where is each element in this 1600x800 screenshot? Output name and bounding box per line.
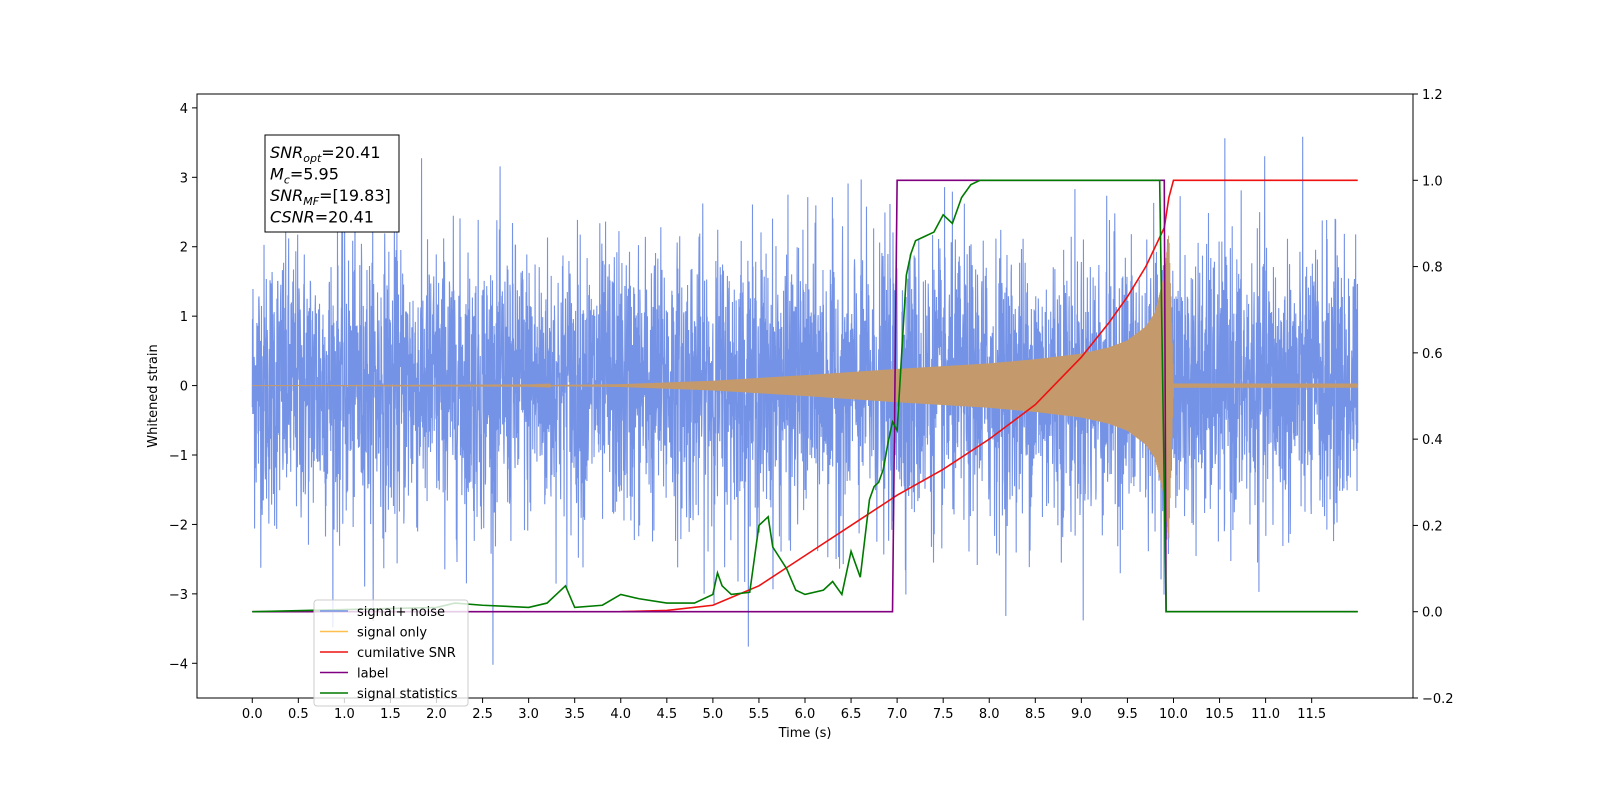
info-line-value: =20.41 [321, 143, 380, 162]
x-tick-label: 10.0 [1159, 707, 1188, 722]
series-signal-statistics-line [252, 179, 1358, 613]
x-tick-label: 9.0 [1071, 707, 1092, 722]
x-tick-label: 2.5 [472, 707, 493, 722]
y-tick-label: 0 [180, 380, 188, 395]
legend-label: signal+ noise [357, 605, 445, 620]
y-axis-left: 4 3 2 1 0 −1 −2 −3 −4 [169, 102, 197, 672]
y-tick-label: 3 [180, 171, 188, 186]
x-tick-label: 1.5 [380, 707, 401, 722]
x-tick-label: 7.0 [887, 707, 908, 722]
series-signal-noise-line [251, 136, 1359, 665]
x-tick-label: 4.5 [656, 707, 677, 722]
x-tick-label: 11.0 [1251, 707, 1280, 722]
y-axis-right: 1.2 1.0 0.8 0.6 0.4 0.2 0.0 −0.2 [1413, 88, 1454, 707]
x-tick-label: 11.5 [1297, 707, 1326, 722]
y2-tick-label: 0.0 [1422, 606, 1443, 621]
info-box-frame [264, 134, 400, 233]
legend-label: signal statistics [357, 687, 458, 702]
x-tick-label: 3.0 [518, 707, 539, 722]
info-line-value: =20.41 [315, 208, 374, 227]
x-tick-label: 9.5 [1117, 707, 1138, 722]
x-tick-label: 6.0 [795, 707, 816, 722]
x-tick-label: 6.5 [841, 707, 862, 722]
legend-frame [313, 599, 469, 707]
x-tick-label: 3.5 [564, 707, 585, 722]
info-line: SNRMF=[19.83] [270, 186, 391, 208]
y2-tick-label: 0.6 [1422, 347, 1443, 362]
info-line: Mc=5.95 [270, 165, 339, 187]
info-line: CSNR=20.41 [270, 208, 374, 227]
info-line-label: SNR [270, 186, 303, 205]
y2-tick-label: 1.0 [1422, 174, 1443, 189]
legend-label: label [357, 667, 388, 682]
x-tick-label: 5.0 [703, 707, 724, 722]
x-tick-label: 7.5 [933, 707, 954, 722]
info-line-label: M [270, 165, 284, 184]
y2-tick-label: 0.2 [1422, 519, 1443, 534]
y2-tick-label: 1.2 [1422, 88, 1443, 103]
legend-label: cumilative SNR [357, 646, 456, 661]
x-axis: 0.0 0.5 1.0 1.5 2.0 2.5 3.0 3.5 4.0 4.5 5.0 5.5 6.0 6… [242, 698, 1326, 722]
y2-tick-label: 0.4 [1422, 433, 1443, 448]
info-line-subscript: MF [303, 195, 319, 208]
x-tick-label: 0.0 [242, 707, 263, 722]
y-tick-label: 4 [180, 102, 188, 117]
y-axis-label: Whitened strain [146, 344, 161, 447]
x-tick-label: 0.5 [288, 707, 309, 722]
info-line-value: =[19.83] [319, 186, 391, 205]
x-tick-label: 2.0 [426, 707, 447, 722]
info-line-subscript: opt [303, 152, 322, 165]
info-line-subscript: c [284, 174, 290, 187]
y-tick-label: 2 [180, 241, 188, 256]
y-tick-label: −1 [169, 449, 188, 464]
y-tick-label: −2 [169, 518, 188, 533]
y2-tick-label: −0.2 [1422, 692, 1454, 707]
x-axis-label: Time (s) [778, 726, 832, 741]
info-line: SNRopt=20.41 [270, 143, 381, 165]
info-line-label: SNR [270, 143, 303, 162]
legend-label: signal only [357, 626, 427, 641]
x-tick-label: 8.5 [1025, 707, 1046, 722]
x-tick-label: 5.5 [749, 707, 770, 722]
x-tick-label: 1.0 [334, 707, 355, 722]
y-tick-label: −3 [169, 588, 188, 603]
x-tick-label: 8.0 [979, 707, 1000, 722]
legend: signal+ noise signal only cumilative SNR la… [313, 599, 469, 707]
y-tick-label: −4 [169, 657, 188, 672]
info-line-label: CSNR [270, 208, 315, 227]
x-tick-label: 4.0 [610, 707, 631, 722]
info-box: SNRopt=20.41Mc=5.95SNRMF=[19.83]CSNR=20.… [264, 134, 400, 233]
plot-layer [251, 136, 1359, 665]
y2-tick-label: 0.8 [1422, 261, 1443, 276]
info-line-value: =5.95 [290, 165, 339, 184]
x-tick-label: 10.5 [1205, 707, 1234, 722]
series-signal-only-line [252, 235, 1359, 539]
y-tick-label: 1 [180, 310, 188, 325]
